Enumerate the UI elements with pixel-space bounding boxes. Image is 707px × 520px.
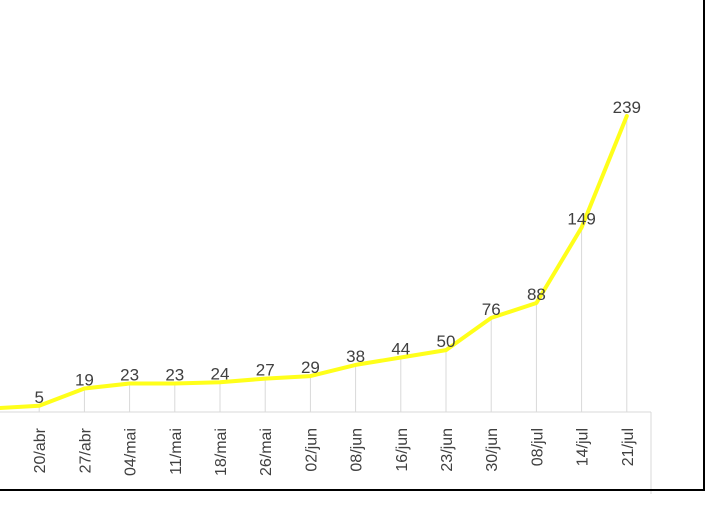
data-label: 19: [75, 370, 94, 389]
x-tick-label: 14/jul: [575, 428, 592, 466]
data-label: 38: [346, 347, 365, 366]
series-line: [0, 114, 629, 410]
x-tick-label: 16/jun: [394, 428, 411, 472]
drop-lines: [38, 116, 628, 412]
x-tick-label: 08/jun: [349, 428, 366, 472]
data-label: 88: [527, 285, 546, 304]
data-label: 5: [34, 388, 43, 407]
data-label: 23: [165, 366, 184, 385]
data-label: 149: [567, 209, 595, 228]
x-tick-label: 12/abr: [0, 427, 4, 473]
x-tick-label: 30/jun: [484, 428, 501, 472]
x-tick-label: 04/mai: [123, 428, 140, 476]
data-label: 27: [256, 361, 275, 380]
x-tick-labels: 12/abr 20/abr 27/abr 04/mai 11/mai 18/mai 26/m…: [0, 427, 637, 476]
data-label: 29: [301, 358, 320, 377]
x-tick-label: 23/jun: [439, 428, 456, 472]
data-labels: 351923232427293844507688149239: [34, 98, 641, 407]
data-label: 239: [613, 98, 641, 117]
data-label: 23: [120, 366, 139, 385]
data-label: 50: [437, 332, 456, 351]
x-tick-label: 26/mai: [258, 428, 275, 476]
data-label: 76: [482, 300, 501, 319]
x-tick-label: 20/abr: [32, 427, 49, 473]
chart-frame: [0, 0, 705, 491]
x-tick-label: 21/jul: [620, 428, 637, 466]
data-label: 24: [211, 364, 230, 383]
x-tick-label: 11/mai: [168, 428, 185, 475]
x-tick-label: 18/mai: [213, 428, 230, 476]
x-tick-label: 02/jun: [303, 428, 320, 472]
x-tick-label: 08/jul: [529, 428, 546, 466]
data-label: 44: [391, 340, 410, 359]
x-tick-label: 27/abr: [77, 427, 94, 473]
